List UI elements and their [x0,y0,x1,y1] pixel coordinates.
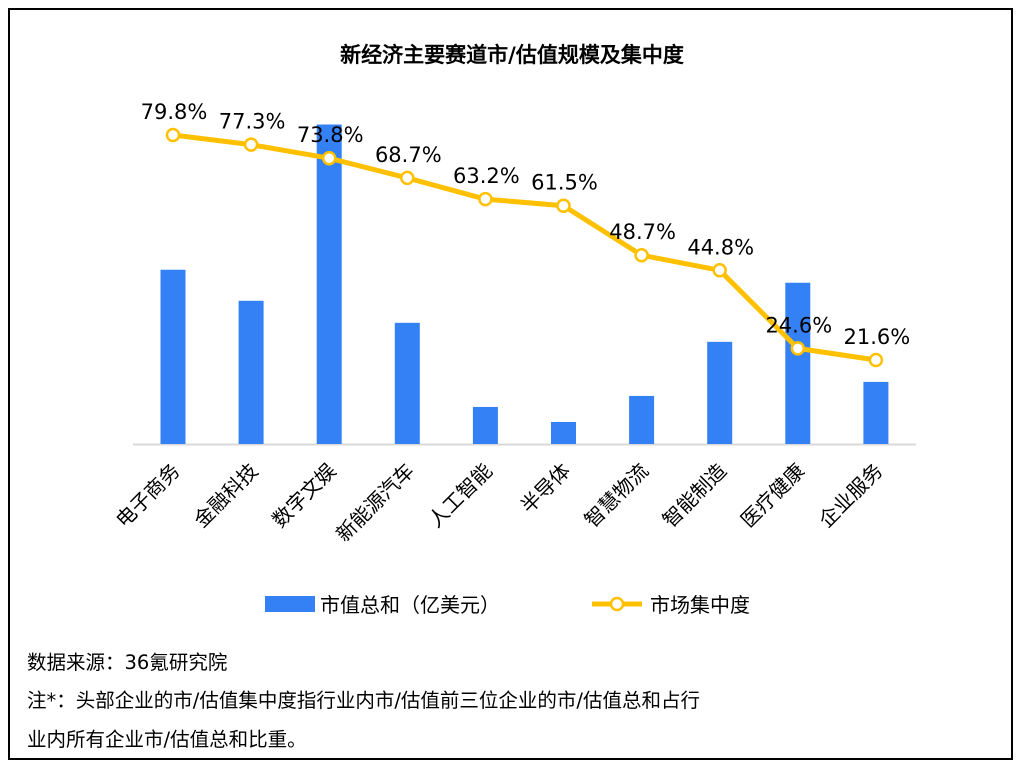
category-label: 企业服务 [814,459,888,533]
line-point [321,150,337,166]
data-label: 68.7% [375,143,442,167]
data-label: 79.8% [141,100,208,124]
bar [785,282,811,444]
line-point [243,137,259,152]
line-point [400,170,415,186]
legend: 市值总和（亿美元） 市场集中度 [265,593,750,617]
category-label: 数字文娱 [267,459,341,533]
line-point [165,127,181,143]
bar [394,322,420,444]
bar [629,395,655,444]
bar [707,341,733,444]
chart-title: 新经济主要赛道市/估值规模及集中度 [340,43,684,67]
line-point [868,352,884,368]
data-label: 44.8% [687,235,754,259]
line-point [712,263,727,278]
line-point [790,341,806,356]
data-label: 48.7% [609,220,676,244]
data-label: 63.2% [453,164,520,188]
bar [160,269,186,444]
bar [551,421,576,444]
line-point [478,191,493,207]
line-series [172,132,877,363]
bar [863,381,889,444]
category-label: 电子商务 [111,459,185,533]
category-label: 医疗健康 [736,459,810,533]
source-text: 数据来源：36氪研究院 [27,651,228,674]
note-line-1: 注*：头部企业的市/估值集中度指行业内市/估值前三位企业的市/估值总和占行 [27,689,700,712]
data-label: 61.5% [531,171,598,195]
category-label: 金融科技 [189,459,263,533]
bar [472,406,498,444]
category-label: 智能制造 [658,459,732,533]
legend-line-label: 市场集中度 [650,593,750,617]
bar [316,124,342,444]
data-label: 24.6% [765,313,832,337]
category-label: 智慧物流 [580,459,654,533]
legend-bar-label: 市值总和（亿美元） [320,593,500,617]
data-label: 77.3% [219,110,286,134]
data-label: 73.8% [297,123,364,147]
data-label: 21.6% [844,325,911,349]
line-point [634,247,649,263]
category-label: 人工智能 [423,459,497,533]
note-line-2: 业内所有企业市/估值总和比重。 [27,728,307,751]
bar [238,300,264,444]
chart-frame [8,8,1013,760]
legend-line-marker [609,596,625,612]
line-point [556,198,571,213]
legend-bar-swatch [265,596,315,612]
category-label: 半导体 [516,459,575,518]
category-label: 新能源汽车 [331,459,419,547]
